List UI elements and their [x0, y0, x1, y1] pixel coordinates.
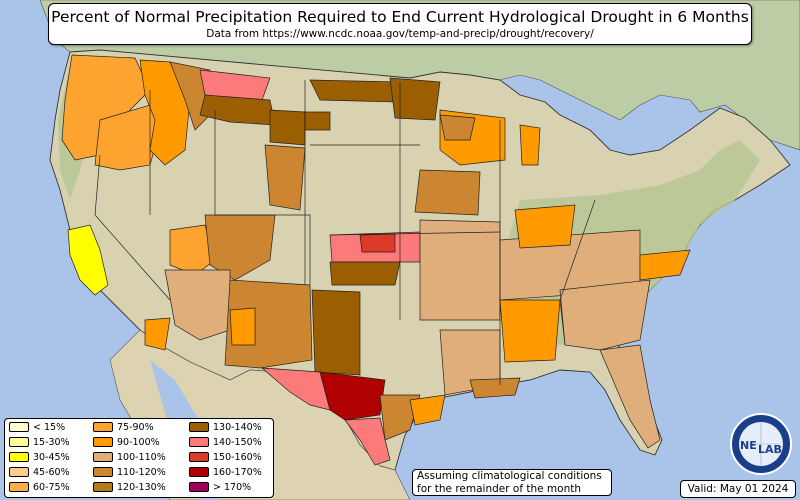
region-tx-south: [344, 417, 391, 466]
legend-label: 75-90%: [117, 422, 154, 433]
note-line-1: Assuming climatological conditions: [417, 470, 602, 482]
legend-item: 130-140%: [189, 421, 262, 434]
legend-label: 160-170%: [213, 467, 262, 478]
legend-label: 15-30%: [33, 437, 70, 448]
drought-regions: [61, 54, 691, 466]
legend-item: 150-160%: [189, 451, 262, 464]
legend-label: 120-130%: [117, 482, 166, 493]
region-fl: [599, 344, 661, 449]
legend-label: 30-45%: [33, 452, 70, 463]
region-mn: [389, 77, 441, 121]
legend-item: 30-45%: [9, 451, 70, 464]
region-wy-south: [264, 144, 306, 211]
legend-swatch: [189, 436, 209, 447]
legend-swatch: [189, 421, 209, 432]
legend-swatch: [93, 451, 113, 462]
legend-swatch: [189, 466, 209, 477]
region-al-ms: [499, 299, 561, 363]
region-ky-orange: [514, 204, 576, 249]
legend-item: 45-60%: [9, 466, 70, 479]
region-az: [164, 269, 231, 341]
nelab-logo: NE LAB: [730, 413, 792, 475]
state-borders: [94, 80, 596, 385]
logo-text-left: NE: [740, 439, 757, 452]
region-nc: [639, 249, 691, 281]
note-line-2: for the remainder of the month: [417, 482, 582, 495]
region-ks-red: [359, 233, 396, 253]
legend-item: 90-100%: [93, 436, 160, 449]
region-ok: [329, 261, 401, 286]
legend-item: 60-75%: [9, 481, 70, 494]
legend-item: 160-170%: [189, 466, 262, 479]
legend-item: < 15%: [9, 421, 66, 434]
map-subtitle: Data from https://www.ncdc.noaa.gov/temp…: [206, 28, 594, 40]
legend-item: 110-120%: [93, 466, 166, 479]
region-la-coast: [469, 377, 521, 399]
legend-label: 90-100%: [117, 437, 160, 448]
legend-item: > 170%: [189, 481, 252, 494]
region-wi-brown: [439, 114, 476, 141]
region-az-south: [144, 317, 171, 351]
region-wy: [269, 109, 306, 146]
legend-label: < 15%: [33, 422, 66, 433]
region-tx-west: [260, 367, 331, 411]
legend-label: > 170%: [213, 482, 252, 493]
region-nv-ca: [169, 224, 216, 276]
legend-swatch: [9, 466, 29, 477]
legend-item: 75-90%: [93, 421, 154, 434]
legend-item: 120-130%: [93, 481, 166, 494]
legend-swatch: [93, 436, 113, 447]
logo-text-right: LAB: [758, 443, 782, 456]
legend-label: 60-75%: [33, 482, 70, 493]
legend-swatch: [93, 481, 113, 492]
region-ga-sc: [559, 279, 651, 351]
region-tx-coast: [379, 394, 421, 441]
region-tx-dark-red: [319, 371, 386, 421]
legend-label: 140-150%: [213, 437, 262, 448]
legend-label: 150-160%: [213, 452, 262, 463]
legend-label: 110-120%: [117, 467, 166, 478]
legend-swatch: [9, 451, 29, 462]
region-nd: [309, 79, 401, 103]
legend-swatch: [9, 481, 29, 492]
region-nm: [224, 279, 313, 369]
legend-swatch: [189, 481, 209, 492]
region-ia-il: [414, 169, 481, 216]
assumption-note: Assuming climatological conditions for t…: [412, 469, 612, 496]
valid-date: Valid: May 01 2024: [680, 480, 796, 498]
region-sd-dot: [304, 111, 331, 131]
region-tx-ga-coast: [409, 394, 446, 426]
region-ca-yellow: [67, 224, 109, 296]
legend-label: 130-140%: [213, 422, 262, 433]
legend: < 15% 15-30% 30-45% 45-60% 60-75% 75-90% 90-10…: [4, 418, 274, 498]
region-mo-ar: [419, 219, 501, 321]
legend-item: 140-150%: [189, 436, 262, 449]
legend-swatch: [93, 421, 113, 432]
title-box: Percent of Normal Precipitation Required…: [48, 3, 752, 45]
legend-item: 100-110%: [93, 451, 166, 464]
legend-swatch: [93, 466, 113, 477]
legend-label: 45-60%: [33, 467, 70, 478]
legend-swatch: [189, 451, 209, 462]
legend-swatch: [9, 421, 29, 432]
region-nm-orange: [229, 307, 256, 346]
map-title: Percent of Normal Precipitation Required…: [51, 8, 749, 26]
legend-swatch: [9, 436, 29, 447]
region-mt-central: [199, 94, 276, 126]
region-tx-panhandle: [311, 289, 361, 376]
legend-label: 100-110%: [117, 452, 166, 463]
region-mi-east: [519, 124, 541, 166]
legend-item: 15-30%: [9, 436, 70, 449]
